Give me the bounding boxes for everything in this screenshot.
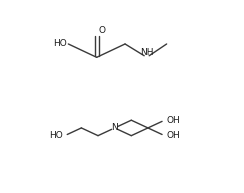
Text: N: N bbox=[111, 124, 118, 132]
Text: HO: HO bbox=[53, 39, 67, 48]
Text: OH: OH bbox=[167, 131, 181, 140]
Text: NH: NH bbox=[140, 48, 153, 57]
Text: OH: OH bbox=[167, 116, 181, 125]
Text: HO: HO bbox=[49, 131, 62, 140]
Text: O: O bbox=[99, 26, 106, 35]
